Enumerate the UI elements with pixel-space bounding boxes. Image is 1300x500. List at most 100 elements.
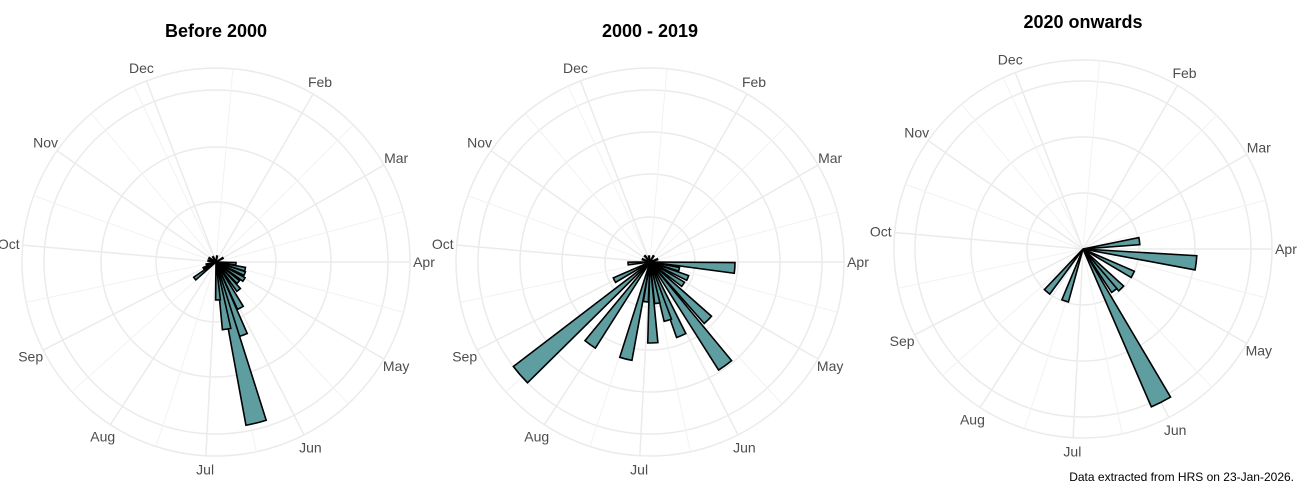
grid-spoke-minor [467,195,651,263]
month-label: Apr [413,254,435,270]
bar [649,261,736,275]
month-label: Feb [742,74,766,90]
grid-spoke-minor [1082,248,1123,434]
month-label: Aug [960,411,985,427]
grid-spoke-minor [524,113,651,263]
month-label: May [1246,343,1272,359]
grid-spoke-major [456,244,651,263]
grid-spoke-minor [460,261,651,303]
grid-spoke-major [42,261,217,351]
grid-spoke-minor [215,68,234,263]
grid-spoke-major [1072,248,1084,438]
month-label: Sep [452,348,477,364]
bar [211,255,217,263]
bar [215,261,232,331]
bar [1082,236,1141,250]
grid-spoke-major [649,93,748,263]
grid-spoke-minor [1082,115,1217,250]
bar [649,261,733,372]
bar [649,261,687,339]
month-label: Jul [1063,444,1081,460]
month-label: Aug [90,428,115,444]
bar [627,261,651,266]
panel-before-2000: Before 2000 Dec Feb Mar Apr May Jun Jul Aug Sep Oc… [0,21,435,478]
grid-spoke-minor [567,85,651,263]
grid-spoke-major [979,248,1084,408]
bar [649,261,690,282]
grid-spoke-minor [905,183,1084,250]
grid-spoke-minor [90,113,217,263]
grid-spoke-minor [649,68,668,263]
grid-spoke-major [649,164,819,263]
grid-spoke-minor [215,211,404,263]
month-label: Dec [563,60,588,76]
month-label: Mar [818,150,842,166]
month-label: Nov [904,125,929,141]
bar [214,261,222,301]
month-label: Nov [467,135,492,151]
grid-spoke-major [927,139,1084,250]
month-label: Jun [299,439,322,455]
grid-spoke-minor [33,195,217,263]
bar [649,261,673,323]
month-label: Oct [0,236,20,252]
grid-spoke-major [215,164,385,263]
bar [1082,248,1125,293]
bar [643,254,651,263]
bar [649,261,686,288]
grid-spoke-minor [649,124,788,263]
data-source-footnote: Data extracted from HRS on 23-Jan-2026. [1069,470,1294,484]
month-label: Oct [870,223,892,239]
month-label: Sep [890,333,915,349]
bar [1082,248,1136,279]
bar [649,257,659,263]
grid-spoke-major [22,244,217,263]
bar [205,261,217,267]
grid-spoke-minor [155,261,217,447]
month-label: May [383,358,409,374]
month-label: Aug [524,428,549,444]
bar [646,261,659,344]
bar [612,261,651,284]
month-label: Apr [847,254,869,270]
grid-spoke-minor [649,261,838,313]
month-label: Dec [129,60,154,76]
bar [215,256,225,263]
grid-spoke-major [205,261,217,456]
panel-title: 2020 onwards [1023,12,1142,32]
grid-spoke-minor [942,248,1084,376]
month-label: Mar [1247,140,1271,156]
grid-spoke-major [914,248,1084,336]
month-label: Jul [196,462,214,478]
bar [649,254,655,263]
month-label: Oct [432,236,454,252]
bar [1060,248,1084,304]
grid-spoke-major [1014,72,1084,250]
bar [192,261,217,282]
bar [215,261,242,293]
bar [207,256,217,263]
bar [1082,248,1118,294]
grid-spoke-minor [898,248,1084,289]
grid-spoke-major [145,80,217,263]
month-label: Feb [308,74,332,90]
grid-spoke-minor [1082,199,1266,250]
grid-spoke-minor [215,261,404,313]
bar [215,261,268,427]
grid-spoke-major [109,261,217,426]
month-label: Feb [1172,65,1196,81]
grid-spoke-minor [133,85,217,263]
grid-spoke-minor [1082,248,1266,299]
panel-title: 2000 - 2019 [602,21,698,41]
month-label: Dec [998,51,1023,67]
grid-spoke-minor [215,124,354,263]
grid-spoke-major [579,80,651,263]
panel-title: Before 2000 [165,21,267,41]
grid-spoke-major [1082,84,1179,250]
bar [618,261,651,362]
bar [512,261,651,384]
grid-spoke-minor [961,103,1084,250]
panel-2020-onwards: 2020 onwards Dec Feb Mar Apr May Jun Jul Aug Sep O… [870,12,1297,460]
grid-spoke-major [56,150,217,263]
